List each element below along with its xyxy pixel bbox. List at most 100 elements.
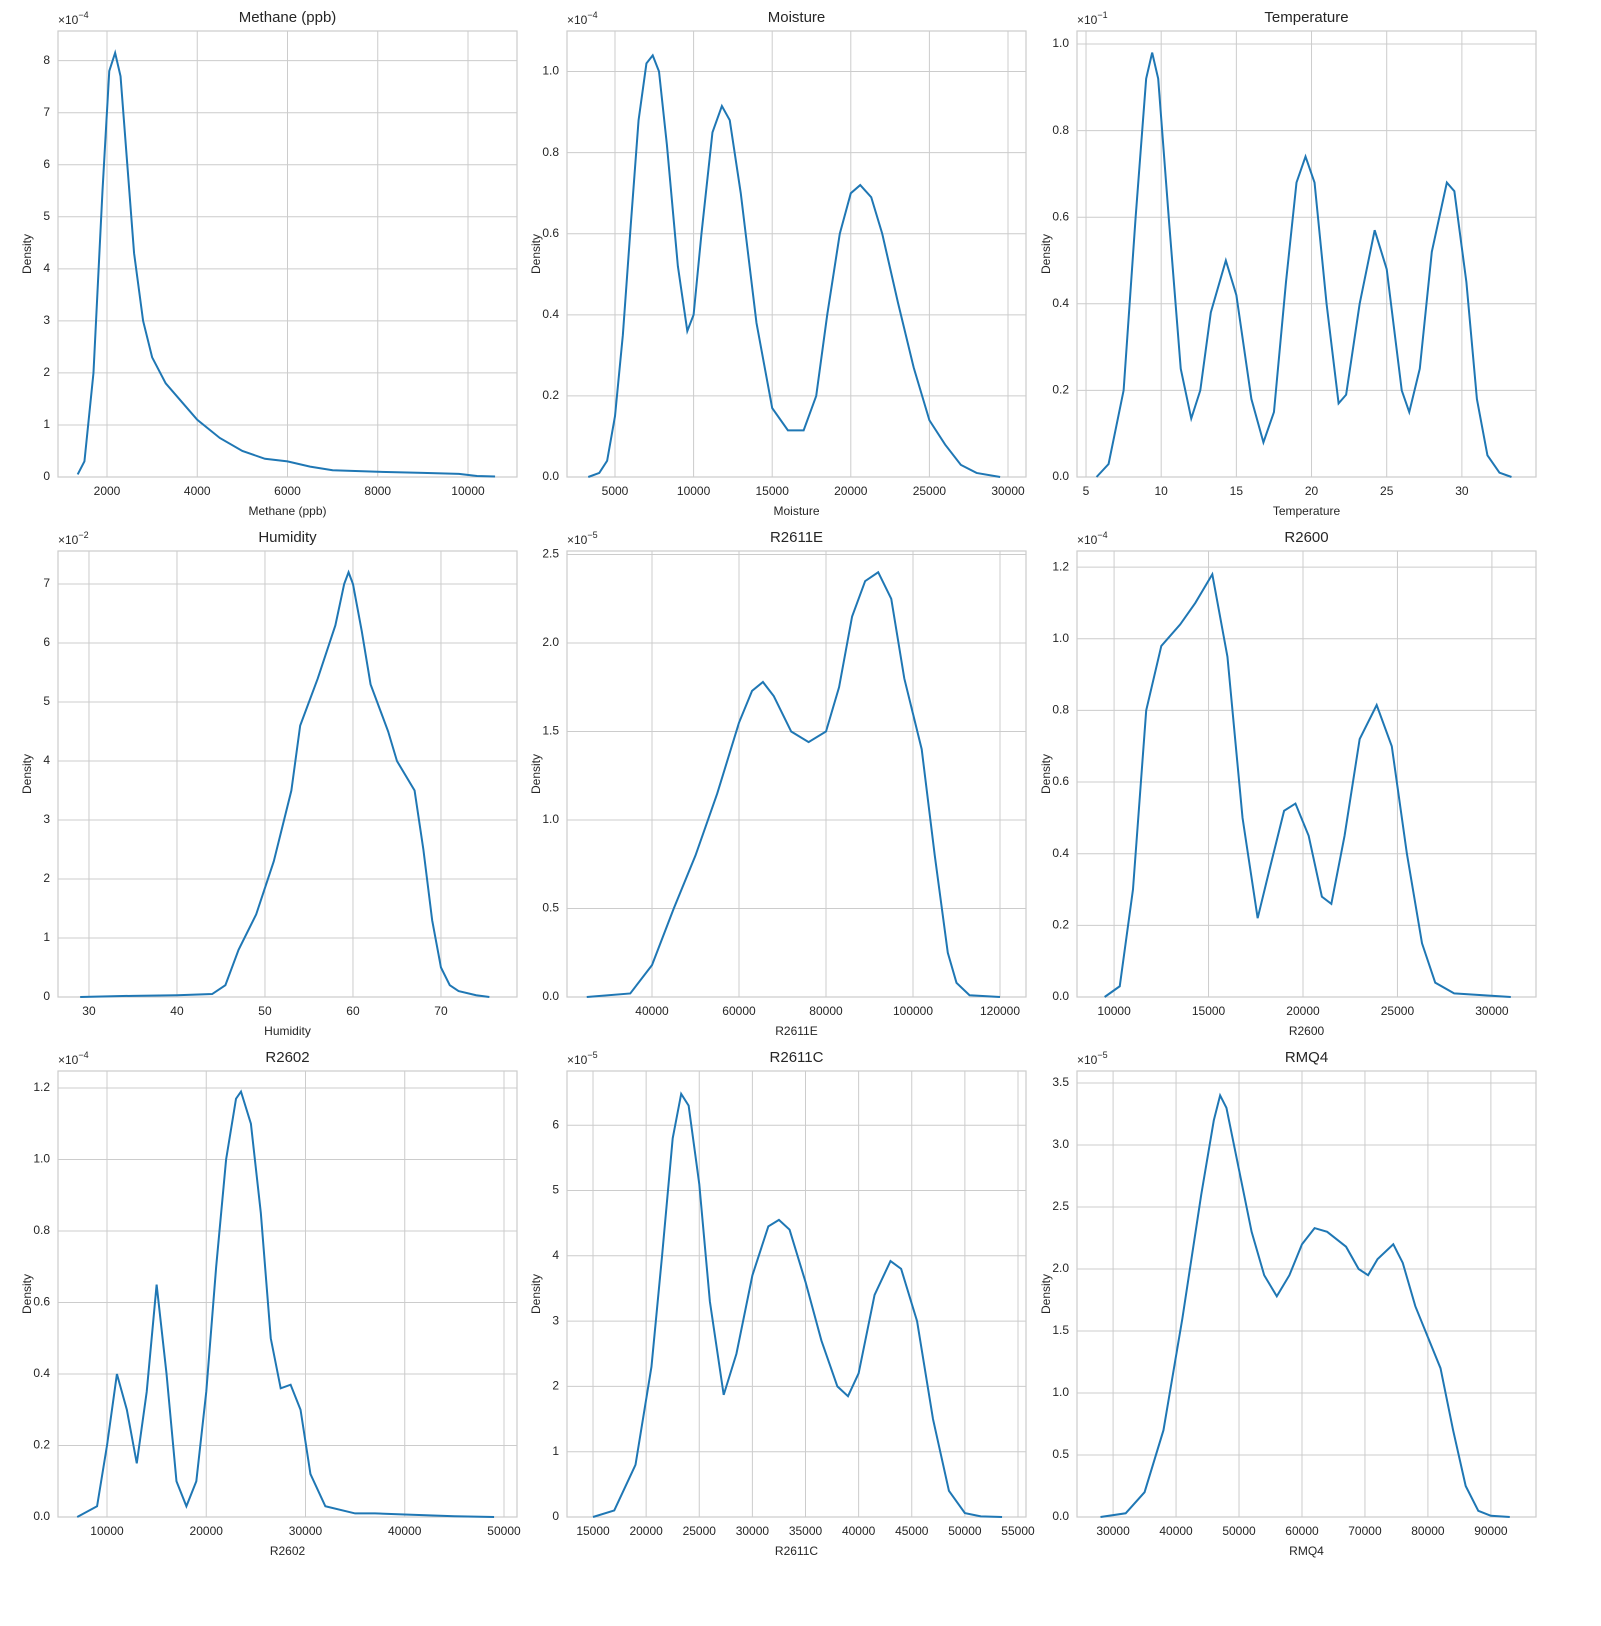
y-tick-label: 1.5 <box>1052 1323 1069 1337</box>
y-tick-label: 2.0 <box>1052 1261 1069 1275</box>
y-tick-label: 3.5 <box>1052 1075 1069 1089</box>
y-tick-label: 0.8 <box>1052 703 1069 717</box>
y-tick-label: 0.4 <box>542 307 559 321</box>
y-tick-label: 3 <box>43 313 50 327</box>
y-axis-label: Density <box>1039 754 1053 794</box>
plot-background <box>58 551 517 997</box>
x-tick-label: 35000 <box>789 1524 823 1538</box>
y-tick-label: 2.5 <box>542 547 559 561</box>
subplot: 5000 10000 15000 20000 25000 30000 0.0 0.2 0.4 0.… <box>529 9 1027 518</box>
y-tick-label: 5 <box>43 694 50 708</box>
x-tick-label: 50000 <box>1222 1524 1256 1538</box>
x-tick-label: 30000 <box>1475 1004 1509 1018</box>
y-axis-label: Density <box>20 754 34 794</box>
y-offset-label: ×10−4 <box>58 1050 89 1067</box>
x-axis-label: R2611C <box>775 1544 818 1558</box>
y-tick-label: 8 <box>43 53 50 67</box>
y-tick-label: 1.0 <box>1052 1385 1069 1399</box>
y-tick-label: 0.8 <box>1052 123 1069 137</box>
y-tick-label: 0.6 <box>542 226 559 240</box>
kde-line <box>592 1091 1003 1518</box>
x-tick-label: 40 <box>170 1004 184 1018</box>
x-axis-label: Methane (ppb) <box>248 504 326 518</box>
x-tick-label: 70 <box>434 1004 448 1018</box>
x-tick-label: 5 <box>1083 484 1090 498</box>
subplot: 30 40 50 60 70 0 1 2 3 4 5 6 7 Humidity Humidity Densit… <box>20 529 518 1038</box>
subplot-title: R2611C <box>770 1049 824 1066</box>
x-tick-label: 20000 <box>834 484 868 498</box>
y-tick-label: 0.2 <box>542 388 559 402</box>
x-tick-label: 55000 <box>1001 1524 1035 1538</box>
x-tick-label: 40000 <box>388 1524 422 1538</box>
y-tick-label: 5 <box>43 209 50 223</box>
y-tick-label: 4 <box>43 261 50 275</box>
y-tick-label: 0.2 <box>1052 918 1069 932</box>
x-tick-label: 120000 <box>980 1004 1020 1018</box>
x-tick-label: 70000 <box>1348 1524 1382 1538</box>
x-tick-label: 50 <box>258 1004 272 1018</box>
subplot-title: R2600 <box>1284 529 1328 546</box>
x-axis-label: Temperature <box>1273 504 1341 518</box>
y-tick-label: 3.0 <box>1052 1137 1069 1151</box>
y-offset-base: ×10 <box>567 13 588 27</box>
x-tick-label: 25 <box>1380 484 1394 498</box>
y-tick-label: 0.6 <box>33 1295 50 1309</box>
y-tick-label: 0.5 <box>1052 1447 1069 1461</box>
x-tick-label: 25000 <box>683 1524 717 1538</box>
y-tick-label: 0.2 <box>1052 383 1069 397</box>
x-tick-label: 50000 <box>948 1524 982 1538</box>
x-tick-label: 45000 <box>895 1524 929 1538</box>
x-axis-label: R2602 <box>270 1544 306 1558</box>
subplot-title: Humidity <box>258 529 317 546</box>
y-axis-label: Density <box>20 1274 34 1314</box>
x-axis-label: Moisture <box>773 504 819 518</box>
y-offset-base: ×10 <box>1077 533 1098 547</box>
y-tick-label: 0.4 <box>1052 846 1069 860</box>
x-tick-label: 30000 <box>736 1524 770 1538</box>
subplot-title: Moisture <box>768 9 826 26</box>
y-tick-label: 1 <box>43 417 50 431</box>
y-tick-label: 2 <box>43 871 50 885</box>
x-tick-label: 90000 <box>1474 1524 1508 1538</box>
kde-line <box>80 569 490 998</box>
x-tick-label: 40000 <box>1159 1524 1193 1538</box>
y-tick-label: 0.6 <box>1052 774 1069 788</box>
y-tick-label: 1 <box>43 930 50 944</box>
x-tick-label: 30 <box>82 1004 96 1018</box>
x-tick-label: 10000 <box>1097 1004 1131 1018</box>
y-offset-exponent: −4 <box>78 10 88 20</box>
subplot: 5 10 15 20 25 30 0.0 0.2 0.4 0.6 0.8 1.0 Temperature… <box>1039 9 1537 518</box>
y-tick-label: 0 <box>43 989 50 1003</box>
subplot-title: R2611E <box>770 529 823 546</box>
plot-frame <box>1076 550 1537 998</box>
y-offset-exponent: −5 <box>1097 1050 1107 1060</box>
x-tick-label: 25000 <box>1381 1004 1415 1018</box>
kde-line <box>1095 52 1512 478</box>
subplot-title: R2602 <box>265 1049 309 1066</box>
x-tick-label: 15 <box>1230 484 1244 498</box>
y-tick-label: 0.4 <box>33 1366 50 1380</box>
y-tick-label: 2 <box>43 365 50 379</box>
kde-line <box>76 1089 495 1518</box>
kde-line <box>587 53 1001 478</box>
plot-frame <box>566 550 1027 998</box>
y-tick-label: 1.2 <box>1052 559 1069 573</box>
y-offset-label: ×10−5 <box>567 1050 598 1067</box>
y-tick-label: 3 <box>43 812 50 826</box>
x-axis-label: Humidity <box>264 1024 311 1038</box>
x-tick-label: 30000 <box>289 1524 323 1538</box>
kde-line <box>76 49 496 478</box>
plot-frame <box>1076 1070 1537 1518</box>
plot-background <box>567 551 1026 997</box>
y-tick-label: 1.5 <box>542 724 559 738</box>
y-tick-label: 1.0 <box>1052 36 1069 50</box>
x-tick-label: 10000 <box>451 484 485 498</box>
y-offset-label: ×10−4 <box>567 10 598 27</box>
y-offset-base: ×10 <box>58 13 79 27</box>
y-tick-label: 0.0 <box>1052 1509 1069 1523</box>
y-axis-label: Density <box>1039 1274 1053 1314</box>
subplot: 10000 15000 20000 25000 30000 0.0 0.2 0.4 0.6 0.8… <box>1039 529 1537 1038</box>
plot-background <box>58 1071 517 1517</box>
y-tick-label: 0.8 <box>33 1223 50 1237</box>
plot-frame <box>57 550 518 998</box>
